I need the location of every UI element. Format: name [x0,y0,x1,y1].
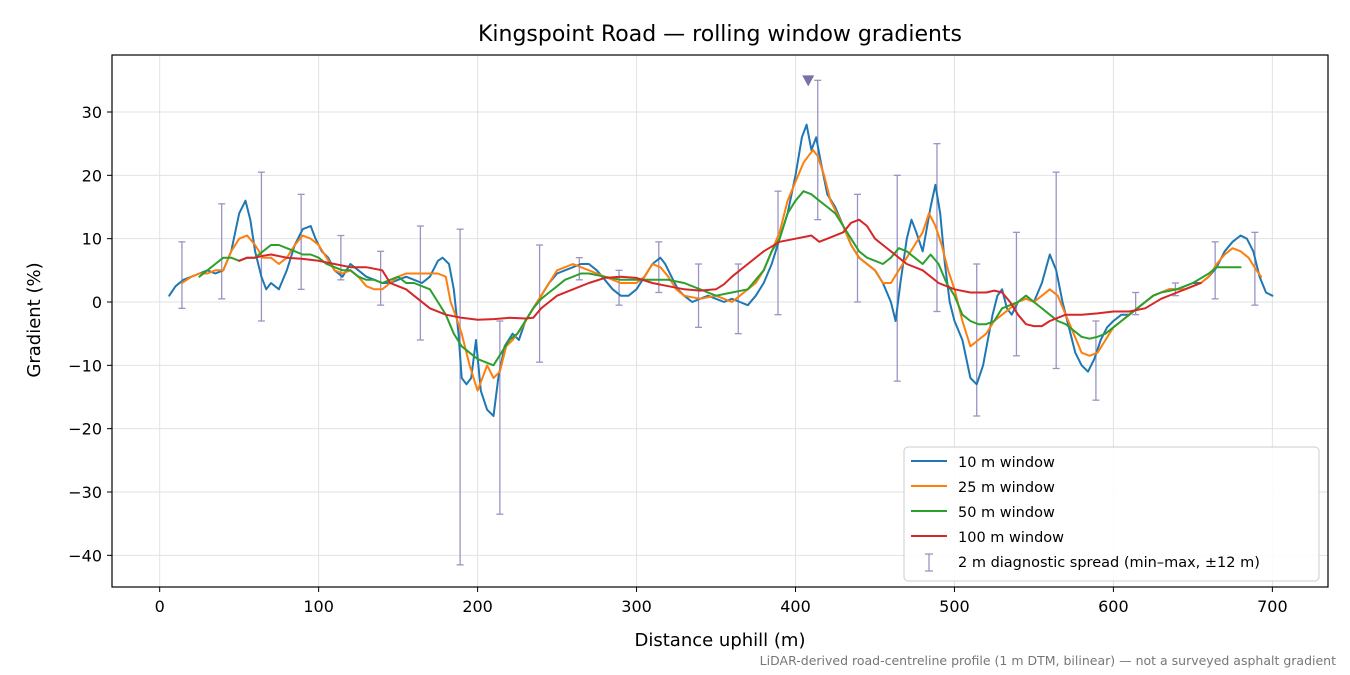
marker-layer [802,75,815,87]
ticks: 0 100 200 300 400 500 600 7003020100−10−20−30−4… [68,103,1287,616]
errorbar [575,257,583,281]
y-tick-label: −10 [68,356,102,375]
y-tick-label: 0 [92,293,102,312]
legend-label-errorbar: 2 m diagnostic spread (min–max, ±12 m) [958,555,1260,571]
errorbar [297,193,305,290]
x-axis-label: Distance uphill (m) [635,630,806,651]
series-layer [168,123,1274,417]
errorbar [257,171,265,322]
peak-marker-icon [802,75,815,87]
x-tick-label: 700 [1257,597,1288,616]
errorbar [1092,320,1100,401]
errorbar [734,263,742,335]
errorbar [1012,231,1020,357]
x-tick-label: 300 [621,597,652,616]
y-tick-label: 10 [82,230,102,249]
y-tick-label: 20 [82,166,102,185]
legend-box [903,446,1320,582]
errorbar [178,241,186,309]
errorbar [695,263,703,328]
series-line-2 [198,190,1242,367]
errorbar [893,174,901,382]
errorbar [496,320,504,515]
y-tick-label: −20 [68,420,102,439]
y-tick-label: 30 [82,103,102,122]
legend: 10 m window 25 m window 50 m window 100 … [903,446,1320,582]
x-tick-label: 200 [462,597,493,616]
errorbar [536,244,544,363]
plot-frame [111,54,1329,588]
x-tick-label: 500 [939,597,970,616]
errorbar [456,228,464,566]
footnote: LiDAR-derived road-centreline profile (1… [760,653,1336,668]
legend-swatch-errorbar [925,553,933,572]
y-tick-label: −30 [68,483,102,502]
legend-label-25m: 25 m window [958,480,1055,496]
y-tick-label: −40 [68,546,102,565]
x-tick-label: 600 [1098,597,1129,616]
x-tick-label: 100 [303,597,334,616]
chart-title: Kingspoint Road — rolling window gradien… [478,22,962,47]
x-tick-label: 400 [780,597,811,616]
x-tick-label: 0 [155,597,165,616]
legend-label-50m: 50 m window [958,505,1055,521]
errorbar-layer [178,79,1259,566]
errorbar [615,269,623,306]
errorbar [774,190,782,316]
errorbar [218,203,226,300]
y-axis-label: Gradient (%) [24,262,45,377]
series-line-3 [238,218,1202,328]
errorbar [377,250,385,306]
legend-label-100m: 100 m window [958,530,1064,546]
legend-label-10m: 10 m window [958,455,1055,471]
